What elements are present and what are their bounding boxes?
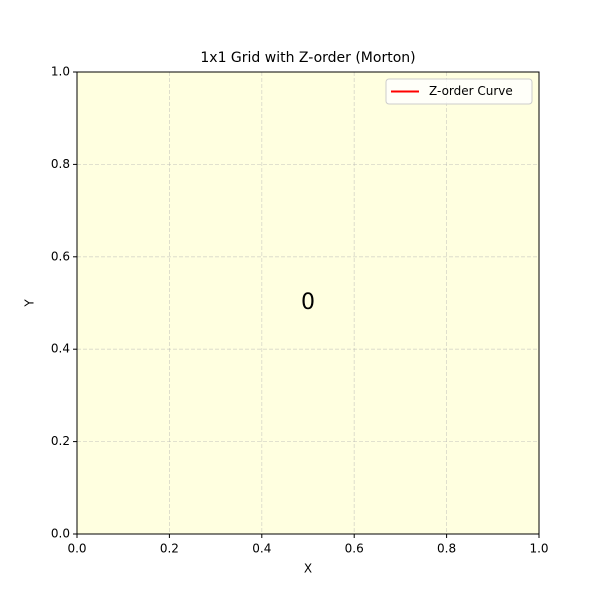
x-tick-label: 0.4	[252, 542, 271, 556]
x-tick-label: 0.0	[67, 542, 86, 556]
y-tick-label: 0.8	[51, 157, 70, 171]
y-tick-label: 1.0	[51, 65, 70, 79]
y-tick-label: 0.0	[51, 527, 70, 541]
y-axis-label: Y	[23, 299, 37, 308]
legend-box	[385, 78, 533, 105]
cell	[77, 72, 539, 534]
x-axis-label: X	[304, 562, 312, 576]
x-tick-label: 0.6	[345, 542, 364, 556]
x-tick-label: 0.8	[437, 542, 456, 556]
y-tick-label: 0.6	[51, 249, 70, 263]
x-tick-label: 0.2	[160, 542, 179, 556]
legend-label: Z-order Curve	[429, 84, 513, 98]
y-tick-label: 0.2	[51, 434, 70, 448]
cell-label: 0	[301, 290, 315, 315]
chart-title: 1x1 Grid with Z-order (Morton)	[200, 50, 415, 66]
axes-frame	[76, 71, 540, 535]
x-tick-label: 1.0	[529, 542, 548, 556]
y-tick-label: 0.4	[51, 342, 70, 356]
